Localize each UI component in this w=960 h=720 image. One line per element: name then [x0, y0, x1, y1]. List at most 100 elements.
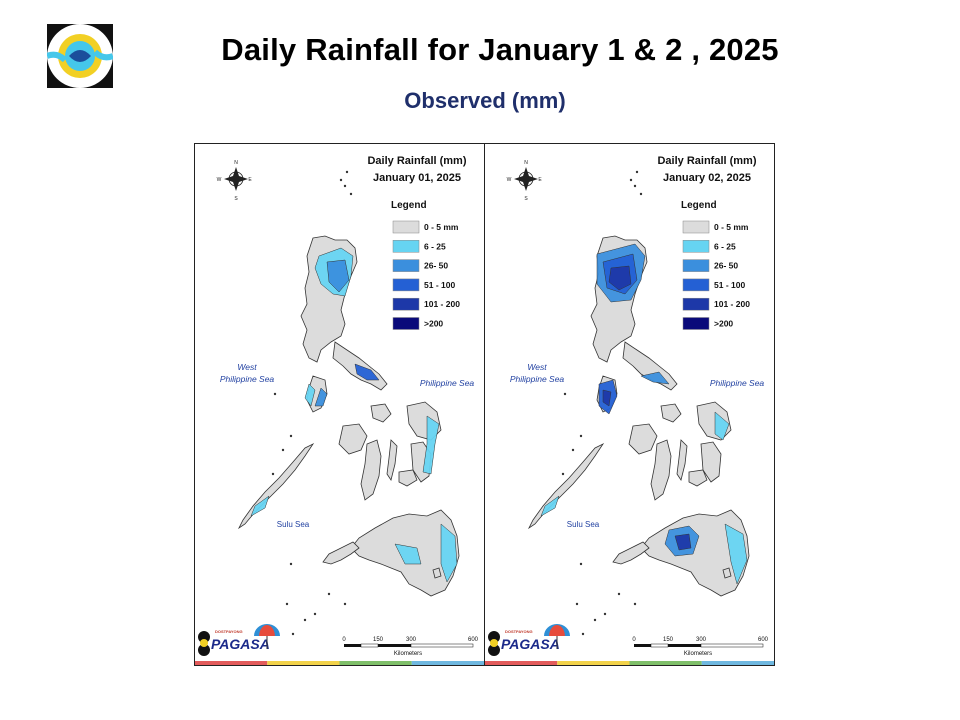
map-date: January 01, 2025 — [373, 172, 461, 184]
legend-swatch — [682, 240, 710, 253]
brand-prefix: DOST — [505, 629, 517, 634]
scale-tick: 0 — [342, 637, 346, 643]
scale-bar: 0 150 300 600 Kilometers — [632, 637, 768, 657]
legend-swatch — [392, 317, 420, 330]
island-shape — [432, 567, 442, 579]
sea-label-east: Philippine Sea — [420, 378, 475, 388]
sea-label-west: Philippine Sea — [510, 374, 565, 384]
legend-label: 26- 50 — [714, 261, 738, 271]
island-shape — [527, 442, 605, 530]
page-title: Daily Rainfall for January 1 & 2 , 2025 — [221, 32, 779, 67]
island-shape — [612, 541, 650, 565]
pagasa-logo: DOST PAYONG PAGASA — [488, 624, 570, 656]
brand-color-strip — [339, 661, 412, 665]
legend-title: Legend — [681, 200, 717, 211]
scale-tick: 600 — [468, 637, 479, 643]
legend-swatch — [392, 240, 420, 253]
brand-color-strip — [195, 661, 268, 665]
rainfall-area — [422, 415, 440, 475]
island-shape — [360, 439, 382, 501]
map-legend: Legend 0 - 5 mm 6 - 25 26- 50 51 - 100 101 - … — [391, 200, 460, 330]
island-shape — [398, 469, 418, 487]
brand-color-strip — [629, 661, 702, 665]
rainfall-area — [540, 495, 560, 517]
legend-label: 0 - 5 mm — [424, 222, 459, 232]
rainfall-map-panel-jan02: N S E W Daily Rainfall (mm) January 02, 2025 L… — [485, 144, 774, 665]
brand-color-strip — [485, 661, 558, 665]
page-subtitle: Observed (mm) — [404, 88, 566, 113]
sea-label-south: Sulu Sea — [277, 520, 310, 529]
compass-label-e: E — [248, 177, 252, 183]
island-shape — [640, 509, 750, 597]
map-title: Daily Rainfall (mm) — [657, 155, 756, 167]
scale-tick: 150 — [373, 637, 384, 643]
rainfall-overlay — [250, 247, 458, 583]
island-shape — [688, 469, 708, 487]
sea-label-west: West — [237, 362, 257, 372]
brand-color-strip — [411, 661, 484, 665]
scale-tick: 0 — [632, 637, 636, 643]
island-shape — [628, 423, 658, 455]
scale-tick: 300 — [696, 637, 707, 643]
compass-label-s: S — [234, 196, 238, 202]
brand-tagline: PAYONG — [516, 629, 533, 634]
sea-label-south: Sulu Sea — [567, 520, 600, 529]
brand-name: PAGASA — [501, 636, 560, 652]
island-shape — [622, 341, 678, 391]
rainfall-area — [602, 389, 612, 407]
island-shape — [322, 541, 360, 565]
rainfall-map-svg: N S E W Daily Rainfall (mm) January 01, 2025 L… — [195, 155, 484, 665]
scale-bar: 0 150 300 600 Kilometers — [342, 637, 478, 657]
compass-label-n: N — [524, 160, 528, 166]
brand-color-strip — [267, 661, 340, 665]
legend-label: 101 - 200 — [424, 299, 460, 309]
brand-color-strip — [557, 661, 630, 665]
legend-label: 101 - 200 — [714, 299, 750, 309]
rainfall-area — [304, 383, 316, 407]
legend-label: 0 - 5 mm — [714, 222, 749, 232]
compass-label-w: W — [507, 177, 512, 183]
brand-name: PAGASA — [211, 636, 270, 652]
rainfall-area — [394, 543, 422, 565]
scale-tick: 150 — [663, 637, 674, 643]
legend-swatch — [682, 297, 710, 311]
island-shape — [696, 401, 732, 441]
legend-label: 51 - 100 — [714, 280, 745, 290]
legend-swatch — [682, 317, 710, 330]
scale-tick: 300 — [406, 637, 417, 643]
rainfall-area — [608, 265, 632, 291]
rainfall-area — [250, 495, 270, 517]
compass-label-e: E — [538, 177, 542, 183]
legend-label: 26- 50 — [424, 261, 448, 271]
rainfall-area — [640, 371, 670, 385]
island-shape — [660, 403, 682, 423]
pagasa-logo: DOST PAYONG PAGASA — [198, 624, 280, 656]
scale-unit: Kilometers — [394, 651, 422, 657]
island-shape — [722, 567, 732, 579]
islets — [271, 170, 353, 636]
rainfall-overlay — [540, 243, 748, 585]
island-shape — [700, 441, 722, 483]
rainfall-area — [354, 363, 380, 381]
rainfall-area — [724, 523, 748, 585]
legend-swatch — [392, 220, 420, 234]
sea-label-west: West — [527, 362, 547, 372]
compass-label-n: N — [234, 160, 238, 166]
legend-label: 51 - 100 — [424, 280, 455, 290]
brand-tagline: PAYONG — [226, 629, 243, 634]
brand-prefix: DOST — [215, 629, 227, 634]
legend-swatch — [392, 259, 420, 272]
island-shape — [650, 439, 672, 501]
legend-label: >200 — [424, 319, 443, 329]
legend-title: Legend — [391, 200, 427, 211]
scale-unit: Kilometers — [684, 651, 712, 657]
umbrella-icon — [544, 624, 570, 649]
rainfall-area — [440, 523, 458, 583]
legend-swatch — [682, 220, 710, 234]
rainfall-area — [674, 533, 692, 551]
islets — [561, 170, 643, 636]
legend-swatch — [392, 278, 420, 292]
sea-label-east: Philippine Sea — [710, 378, 765, 388]
island-shape — [676, 439, 688, 481]
rainfall-area — [714, 411, 730, 441]
